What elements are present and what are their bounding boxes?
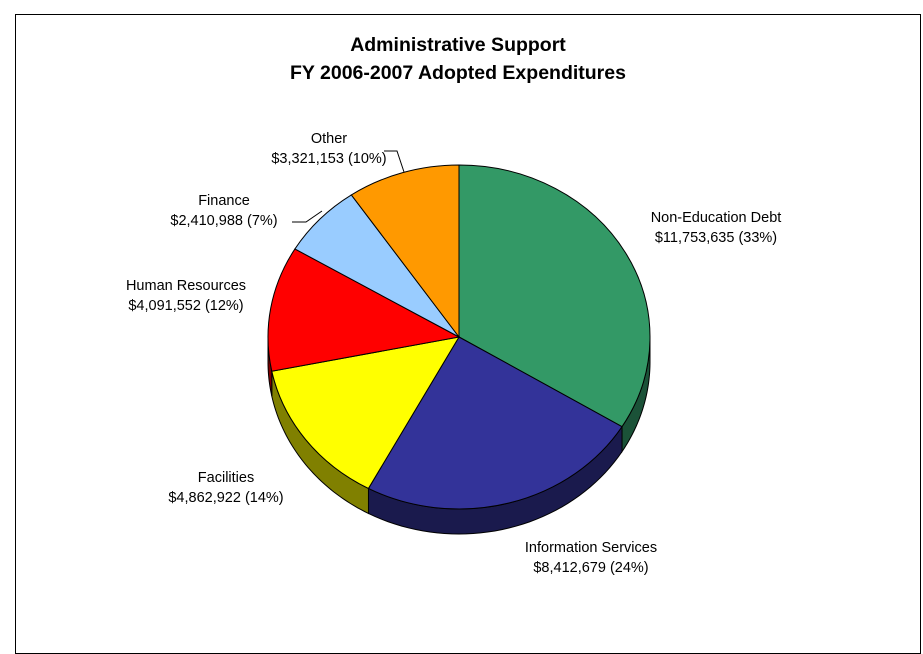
slice-value-other: $3,321,153 (10%) [271,151,386,167]
slice-value-finance: $2,410,988 (7%) [170,213,277,229]
leader-line-finance [292,210,323,223]
slice-label-other: Other [311,131,347,147]
slice-human-resources [267,248,461,372]
slice-value-non-education-debt: $11,753,635 (33%) [655,230,777,246]
slice-non-education-debt [458,164,651,428]
slice-facilities [271,336,460,490]
slice-label-facilities: Facilities [198,470,254,486]
chart-title: Administrative Support [350,34,566,56]
slice-value-information-services: $8,412,679 (24%) [533,560,648,576]
slice-other [350,164,460,339]
pie-chart: Administrative Support FY 2006-2007 Adop… [126,34,782,576]
slice-label-finance: Finance [198,193,250,209]
slice-label-information-services: Information Services [525,540,657,556]
leader-line-other [384,150,405,173]
slice-value-facilities: $4,862,922 (14%) [168,490,283,506]
slice-value-human-resources: $4,091,552 (12%) [128,298,243,314]
chart-subtitle: FY 2006-2007 Adopted Expenditures [290,62,626,84]
slice-information-services [367,336,623,510]
slice-label-non-education-debt: Non-Education Debt [651,210,782,226]
slice-label-human-resources: Human Resources [126,278,246,294]
chart-frame: Administrative Support FY 2006-2007 Adop… [15,14,921,654]
